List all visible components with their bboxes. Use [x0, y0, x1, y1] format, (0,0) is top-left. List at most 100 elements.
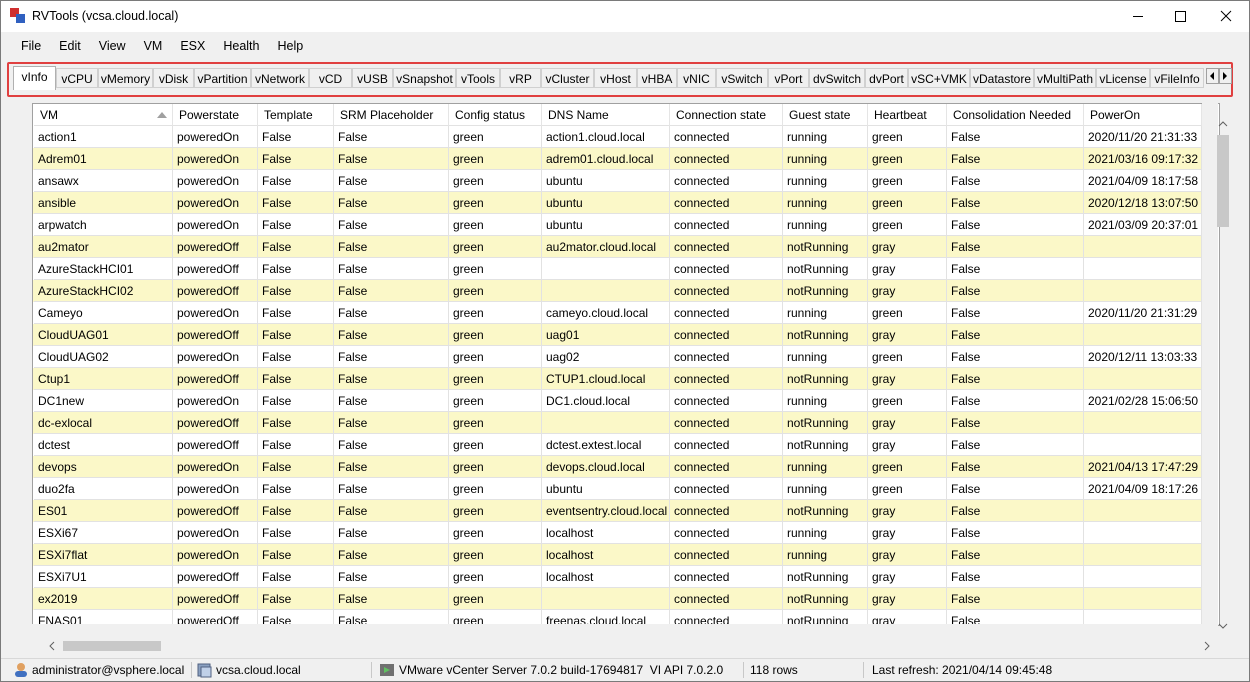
vertical-scrollbar[interactable] [1202, 103, 1230, 629]
tab[interactable]: vUSB [352, 68, 393, 88]
table-row[interactable]: ESXi67 poweredOn False False green localhost c… [33, 522, 1203, 544]
menu-item[interactable]: Health [223, 39, 260, 53]
table-row[interactable]: Ctup1 poweredOff False False green CTUP1.clou… [33, 368, 1203, 390]
tab-scroll-buttons[interactable] [1206, 68, 1234, 86]
cell: False [258, 258, 334, 280]
table-row[interactable]: CloudUAG01 poweredOff False False green uag01… [33, 324, 1203, 346]
cell: poweredOff [173, 280, 258, 302]
menu-item[interactable]: Edit [59, 39, 81, 53]
tab[interactable]: vNetwork [251, 68, 309, 88]
tab[interactable]: vPartition [194, 68, 251, 88]
column-header[interactable]: PowerOn [1084, 104, 1202, 126]
cell: gray [868, 324, 947, 346]
cell [1084, 566, 1202, 588]
menu-item[interactable]: View [98, 39, 126, 53]
cell: connected [670, 192, 783, 214]
horizontal-scrollbar[interactable] [32, 624, 1218, 651]
column-header[interactable]: VM [34, 104, 173, 126]
table-row[interactable]: Adrem01 poweredOn False False green adrem01.c… [33, 148, 1203, 170]
menu-item[interactable]: ESX [180, 39, 206, 53]
table-row[interactable]: ansible poweredOn False False green ubuntu con… [33, 192, 1203, 214]
tab[interactable]: vSwitch [716, 68, 768, 88]
tab[interactable]: vHBA [637, 68, 677, 88]
tab[interactable]: vLicense [1096, 68, 1150, 88]
table-row[interactable]: Cameyo poweredOn False False green cameyo.clo… [33, 302, 1203, 324]
window-controls[interactable] [1121, 1, 1249, 32]
tab[interactable]: vMultiPath [1034, 68, 1096, 88]
table-row[interactable]: AzureStackHCI01 poweredOff False False green… [33, 258, 1203, 280]
cell: running [783, 456, 868, 478]
tab[interactable]: vCPU [56, 68, 98, 88]
menu-item[interactable]: File [21, 39, 42, 53]
cell: 2021/04/13 17:47:29 [1084, 456, 1202, 478]
cell: connected [670, 324, 783, 346]
cell [542, 280, 670, 302]
tab[interactable]: vInfo [13, 66, 56, 90]
tab[interactable]: vCluster [541, 68, 594, 88]
cell: arpwatch [34, 214, 173, 236]
cell: 2021/04/09 18:17:58 [1084, 170, 1202, 192]
table-row[interactable]: DC1new poweredOn False False green DC1.cloud.… [33, 390, 1203, 412]
cell: False [947, 170, 1084, 192]
tab[interactable]: vMemory [98, 68, 153, 88]
tab[interactable]: vPort [768, 68, 809, 88]
tab[interactable]: vDisk [153, 68, 194, 88]
cell: green [449, 280, 542, 302]
tab[interactable]: vDatastore [970, 68, 1034, 88]
table-row[interactable]: ansawx poweredOn False False green ubuntu conn… [33, 170, 1203, 192]
tab[interactable]: dvPort [865, 68, 908, 88]
tab[interactable]: vCD [309, 68, 352, 88]
column-header[interactable]: Connection state [670, 104, 783, 126]
cell: False [334, 434, 449, 456]
column-header[interactable]: Guest state [783, 104, 868, 126]
tab[interactable]: dvSwitch [809, 68, 865, 88]
cell: gray [868, 236, 947, 258]
column-header[interactable]: Consolidation Needed [947, 104, 1084, 126]
tab[interactable]: vTools [456, 68, 500, 88]
table-row[interactable]: duo2fa poweredOn False False green ubuntu conn… [33, 478, 1203, 500]
cell: ubuntu [542, 214, 670, 236]
menu-item[interactable]: VM [143, 39, 163, 53]
tab[interactable]: vSnapshot [393, 68, 456, 88]
table-row[interactable]: ESXi7U1 poweredOff False False green localhos… [33, 566, 1203, 588]
tab[interactable]: vRP [500, 68, 541, 88]
cell: False [334, 522, 449, 544]
column-header[interactable]: SRM Placeholder [334, 104, 449, 126]
table-row[interactable]: ex2019 poweredOff False False green connected… [33, 588, 1203, 610]
tab[interactable]: vHost [594, 68, 637, 88]
menu-item[interactable]: Help [277, 39, 304, 53]
cell [1084, 588, 1202, 610]
separator [191, 662, 192, 678]
column-header[interactable]: DNS Name [542, 104, 670, 126]
table-row[interactable]: CloudUAG02 poweredOn False False green uag02 c… [33, 346, 1203, 368]
table-row[interactable]: AzureStackHCI02 poweredOff False False green… [33, 280, 1203, 302]
column-header[interactable]: Heartbeat [868, 104, 947, 126]
cell: False [258, 610, 334, 625]
table-row[interactable]: dctest poweredOff False False green dctest.ex… [33, 434, 1203, 456]
table-row[interactable]: ES01 poweredOff False False green eventsentry… [33, 500, 1203, 522]
table-row[interactable]: devops poweredOn False False green devops.clo… [33, 456, 1203, 478]
column-header[interactable]: Template [258, 104, 334, 126]
column-header[interactable]: Powerstate [173, 104, 258, 126]
table-row[interactable]: ESXi7flat poweredOn False False green localho… [33, 544, 1203, 566]
cell: notRunning [783, 588, 868, 610]
table-row[interactable]: dc-exlocal poweredOff False False green conne… [33, 412, 1203, 434]
cell: green [449, 434, 542, 456]
table-row[interactable]: FNAS01 poweredOff False False green freenas.c… [33, 610, 1203, 625]
cell: False [258, 566, 334, 588]
cell: False [258, 368, 334, 390]
cell: False [947, 192, 1084, 214]
tab[interactable]: vSC+VMK [908, 68, 970, 88]
table-row[interactable]: action1 poweredOn False False green action1.c… [33, 126, 1203, 148]
cell: False [258, 214, 334, 236]
cell: green [449, 478, 542, 500]
column-header[interactable]: Config status [449, 104, 542, 126]
cell: connected [670, 544, 783, 566]
cell: False [334, 610, 449, 625]
table-row[interactable]: arpwatch poweredOn False False green ubuntu co… [33, 214, 1203, 236]
cell: uag01 [542, 324, 670, 346]
tab[interactable]: vFileInfo [1150, 68, 1204, 88]
tab[interactable]: vNIC [677, 68, 716, 88]
table-row[interactable]: au2mator poweredOff False False green au2mato… [33, 236, 1203, 258]
